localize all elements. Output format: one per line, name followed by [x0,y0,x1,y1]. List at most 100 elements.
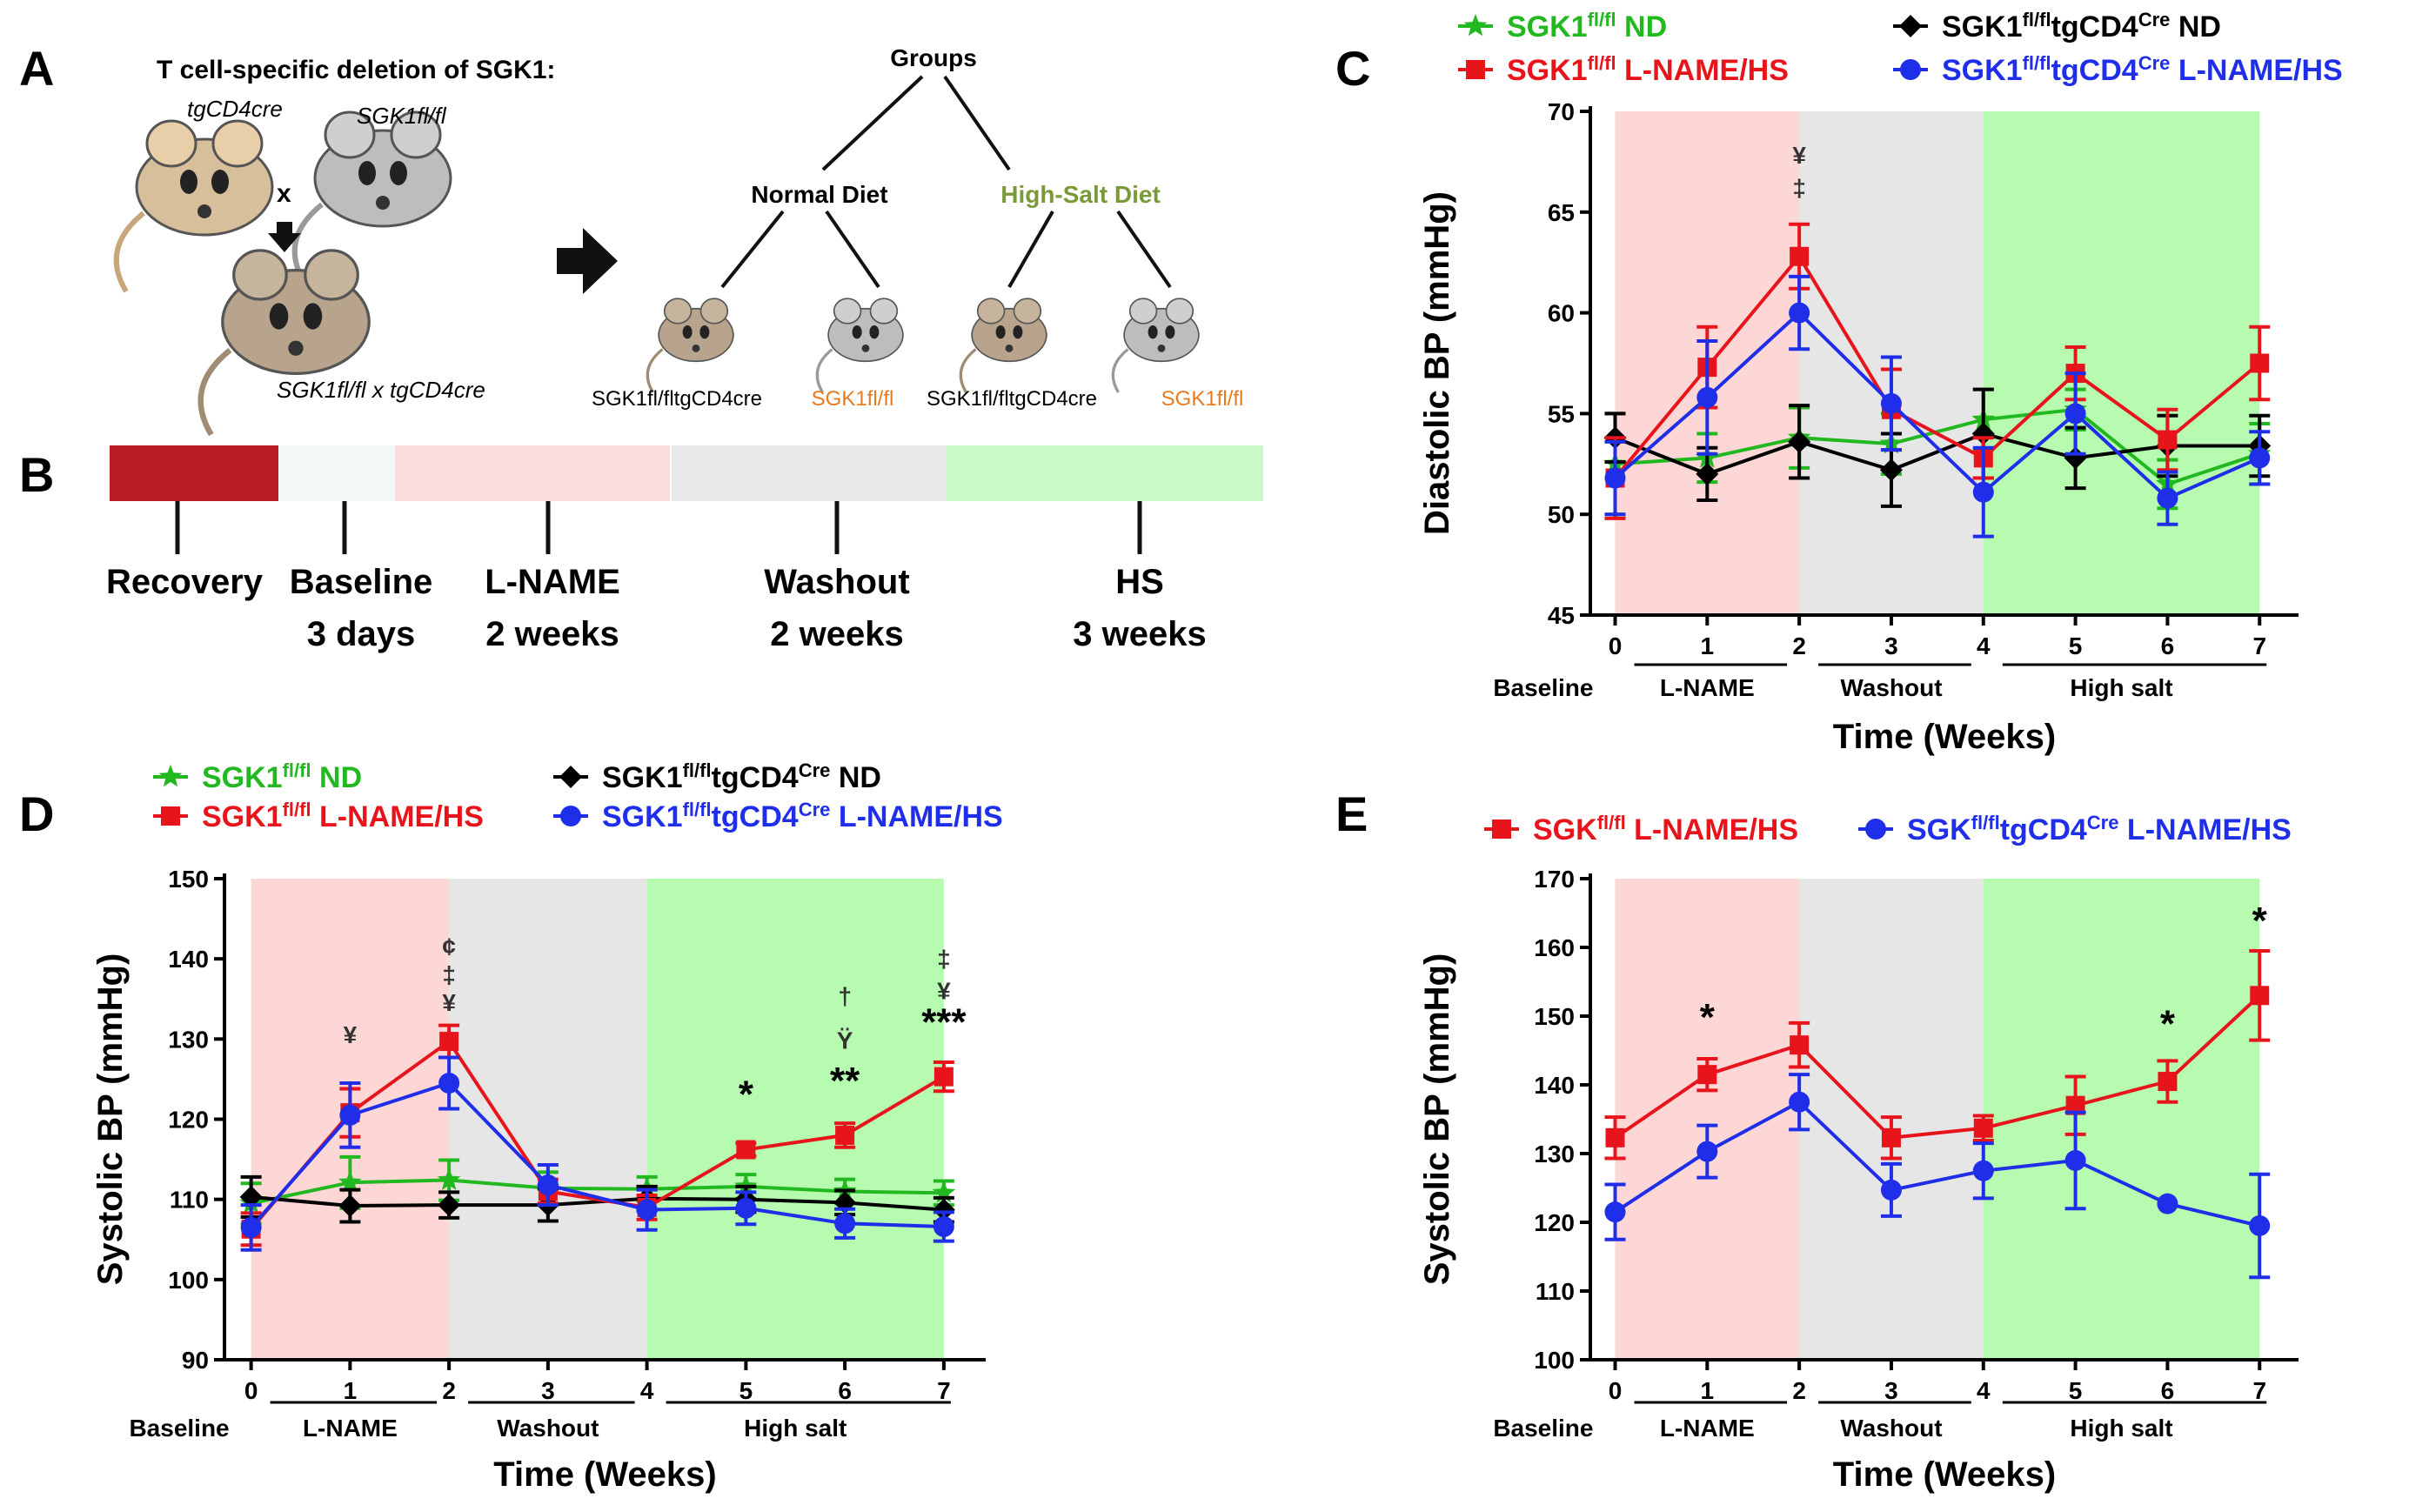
significance-marker: * [2252,900,2268,942]
x-tick-label: 0 [244,1377,258,1404]
legend-label: SGK1fl/fl​ L-NAME/HS [1507,52,1789,88]
timeline-duration-lname: 2 weeks [485,615,619,653]
data-point [437,1167,461,1190]
segment-label-lname: L-NAME [1660,1415,1755,1442]
x-tick-label: 1 [344,1377,358,1404]
timeline-baseline [278,445,395,501]
data-point-shape [834,1213,856,1234]
data-point-shape [439,1032,459,1052]
timeline-duration-baseline: 3 days [307,615,416,653]
series-line [250,1080,944,1229]
legend-item: SGK1fl/fl​tgCD4Cre​ L-NAME/HS [1893,52,2343,88]
mouse-leaf1-icon [646,297,735,394]
x-axis-title: Time (Weeks) [1833,1455,2056,1494]
data-point [735,1197,757,1219]
mouse-leaf4-icon [1111,297,1201,394]
panel-d-letter: D [19,786,54,841]
data-point-shape [636,1199,658,1221]
data-point [1697,1065,1717,1085]
x-tick-label: 5 [2069,1377,2083,1404]
data-point-shape [933,1067,954,1087]
significance-marker: * [2160,1003,2176,1046]
data-point [339,1104,361,1126]
data-point-shape [339,1104,361,1126]
legend-marker-shape [560,806,581,826]
timeline-label-lname: L-NAME [485,563,620,601]
data-point [1604,1201,1626,1223]
legend-label: SGK1fl/fl​tgCD4Cre​ L-NAME/HS [1942,52,2343,88]
data-point [932,1181,956,1203]
data-point-shape [338,1170,362,1193]
mouse-sgk-label: SGK1fl/fl [357,103,447,129]
data-point-shape [1972,481,1994,503]
series-line [1615,407,2260,486]
tree-high-salt-diet: High-Salt Diet [1000,181,1161,208]
data-point-shape [2249,1214,2271,1236]
data-point-shape [1879,458,1903,482]
panel-c-letter: C [1335,41,1370,96]
x-tick-label: 1 [1701,1377,1715,1404]
significance-marker: ‡ [937,945,951,972]
data-point [338,1170,362,1193]
y-tick-label: 50 [1548,501,1575,528]
y-tick-label: 130 [1534,1141,1575,1167]
data-point [2158,1072,2178,1092]
legend-marker-shape [1492,820,1511,839]
legend-item: SGK1fl/fl​ L-NAME/HS [153,799,484,834]
data-point [239,1185,263,1208]
data-point-shape [932,1181,956,1203]
mouse-tg-label: tgCD4cre [187,96,283,122]
data-point [1880,1179,1902,1201]
legend-label: SGK1fl/fl​ L-NAME/HS [202,799,484,834]
y-tick-label: 170 [1534,866,1575,893]
y-tick-label: 70 [1548,98,1575,125]
panel-b: B Recovery Baseline 3 days L-NAME 2 week… [19,445,1263,653]
x-tick-label: 3 [541,1377,555,1404]
chart-e-systolic: 100 110 120 130 140 150 160 170 0 1 2 3 4 5 6 7 Baseline… [1418,812,2299,1494]
data-point [1605,1127,1625,1147]
panel-a-title: T cell-specific deletion of SGK1: [157,56,555,84]
data-point-shape [1789,1091,1810,1113]
timeline-label-baseline: Baseline [290,563,433,601]
data-point-shape [1697,1065,1717,1085]
x-tick-label: 7 [937,1377,951,1404]
cross-symbol: x [277,179,291,208]
panel-a: A T cell-specific deletion of SGK1: tgCD… [19,41,1243,435]
y-tick-label: 100 [168,1267,209,1294]
data-point [2065,1095,2085,1115]
data-point [636,1199,658,1221]
data-point-shape [338,1194,362,1218]
y-tick-label: 130 [168,1026,209,1053]
legend-marker-shape [1900,59,1921,80]
panel-a-letter: A [19,41,54,96]
legend-marker-shape [1466,60,1485,79]
legend-label: SGK1fl/fl​tgCD4Cre​ L-NAME/HS [602,799,1003,834]
x-axis-title: Time (Weeks) [493,1455,716,1494]
data-point-shape [240,1216,262,1238]
data-point [2250,986,2270,1006]
timeline-washout [672,445,947,501]
significance-marker: * [1700,996,1716,1039]
data-point [2249,447,2271,469]
data-point [736,1140,756,1160]
data-point-shape [1790,1035,1810,1055]
x-tick-label: 3 [1884,1377,1898,1404]
tree-branch [1007,211,1054,288]
data-point-shape [1696,1141,1718,1162]
data-point [2158,430,2178,450]
series-line [1614,1100,2260,1228]
data-point-shape [1881,1127,1901,1147]
significance-marker: * [739,1074,754,1116]
tree-root: Groups [890,44,977,71]
legend-label: SGK1fl/fl​ ND [202,759,362,795]
segment-label-washout: Washout [1840,1415,1942,1442]
y-tick-label: 45 [1548,602,1575,629]
data-point [1788,430,1811,453]
legend-marker [559,766,582,788]
legend-marker [161,806,180,826]
data-point-shape [1789,302,1810,324]
legend-marker [1865,819,1886,840]
data-point [835,1125,855,1145]
band-high-salt [1983,879,2260,1360]
